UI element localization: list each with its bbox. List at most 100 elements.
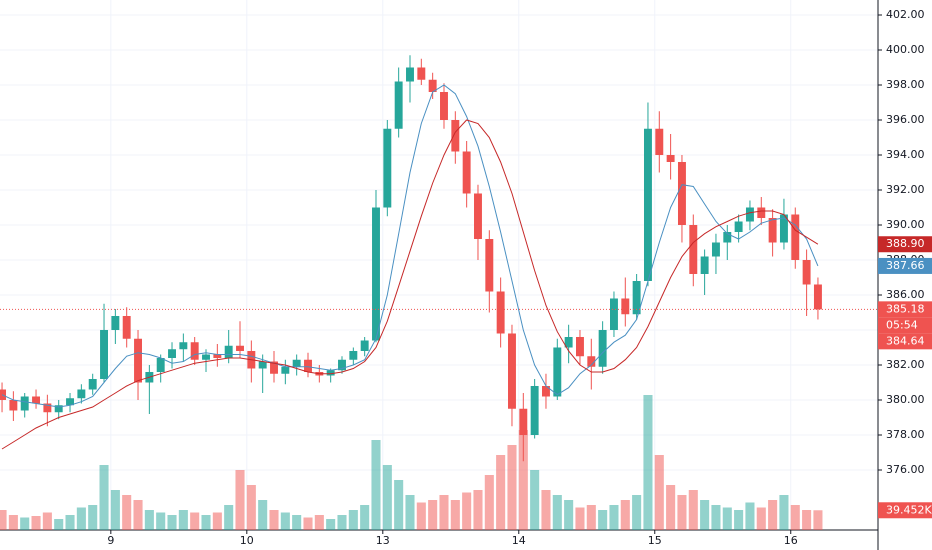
ma-last-label: 387.66	[886, 259, 925, 272]
x-tick-label: 14	[512, 534, 526, 547]
volume-bar	[144, 510, 154, 530]
y-tick-label: 380.00	[886, 393, 925, 406]
candle-body	[224, 345, 233, 358]
candle-body	[360, 340, 369, 351]
volume-bar	[235, 470, 245, 530]
candle-body	[122, 315, 131, 339]
volume-bar	[167, 515, 177, 530]
volume-bar	[20, 517, 30, 530]
candle-body	[134, 338, 142, 383]
candle-body	[156, 357, 165, 372]
volume-bar	[711, 505, 721, 530]
volume-bar	[643, 395, 653, 530]
volume-bar	[632, 495, 642, 530]
extra-price-label-box	[878, 333, 932, 350]
volume-bar	[450, 500, 460, 530]
volume-bar	[190, 512, 200, 530]
candle-body	[689, 224, 698, 274]
volume-bar	[382, 465, 392, 530]
volume-bar	[768, 500, 778, 530]
candle-body	[711, 242, 720, 257]
candle-body	[530, 385, 539, 435]
volume-bar	[360, 505, 370, 530]
y-tick-label: 386.00	[886, 288, 925, 301]
candle-body	[292, 359, 301, 367]
volume-bar	[201, 515, 211, 530]
volume-bar	[337, 515, 347, 530]
volume-bar	[246, 485, 256, 530]
volume-bar	[609, 505, 619, 530]
volume-last-label-box	[878, 502, 932, 519]
volume-bar	[314, 515, 324, 530]
candle-body	[677, 161, 686, 225]
candle-body	[406, 67, 414, 82]
candle-body	[394, 81, 403, 129]
volume-bar	[462, 492, 472, 530]
volume-bar	[133, 500, 143, 530]
extra-price-label: 384.64	[886, 334, 925, 347]
last-price-label: 385.18	[886, 302, 925, 315]
volume-bar	[394, 480, 404, 530]
candle-body	[519, 408, 528, 435]
volume-bar	[677, 495, 687, 530]
volume-bar	[518, 430, 528, 530]
y-tick-label: 382.00	[886, 358, 925, 371]
candle-body	[813, 284, 822, 310]
volume-bar	[31, 516, 41, 530]
candle-body	[20, 396, 29, 411]
candle-body	[621, 298, 630, 315]
volume-bar	[734, 510, 744, 530]
y-tick-label: 394.00	[886, 148, 925, 161]
countdown-label-box	[878, 317, 932, 334]
volume-bar	[688, 490, 698, 530]
volume-bar	[654, 455, 664, 530]
candle-body	[43, 403, 52, 413]
candle-body	[66, 398, 74, 406]
candle-body	[9, 399, 18, 411]
candle-body	[508, 333, 516, 409]
candle-body	[451, 119, 460, 152]
ma-line	[1, 119, 819, 450]
candle-body	[553, 347, 562, 397]
volume-bar	[0, 510, 7, 530]
candle-body	[542, 385, 550, 397]
volume-bar	[722, 507, 732, 530]
candle-body	[768, 217, 777, 243]
volume-bar	[779, 495, 789, 530]
x-tick-label: 9	[107, 534, 114, 547]
candle-body	[474, 193, 482, 239]
volume-bar	[598, 510, 608, 530]
candle-body	[643, 128, 652, 281]
candle-body	[587, 356, 596, 367]
y-tick-label: 376.00	[886, 463, 925, 476]
candle-body	[77, 389, 86, 399]
candle-body	[338, 359, 346, 371]
volume-bar	[269, 510, 279, 530]
volume-bar	[292, 515, 302, 530]
last-price-label-box	[878, 301, 932, 318]
candle-body	[349, 350, 358, 360]
candle-body	[655, 128, 664, 155]
volume-bar	[756, 507, 766, 530]
volume-bar	[178, 510, 188, 530]
candle-body	[372, 207, 380, 341]
y-tick-label: 398.00	[886, 78, 925, 91]
candle-body	[202, 354, 210, 360]
candle-body	[417, 67, 426, 80]
volume-bar	[65, 515, 75, 530]
candle-body	[779, 214, 788, 243]
volume-bar	[552, 495, 562, 530]
candle-body	[428, 79, 437, 92]
volume-bar	[507, 445, 517, 530]
volume-bar	[790, 505, 800, 530]
volume-bar	[76, 507, 86, 530]
volume-bar	[813, 510, 823, 530]
volume-bar	[303, 517, 313, 530]
candle-body	[745, 207, 754, 222]
candle-body	[564, 336, 573, 348]
candle-body	[440, 91, 448, 120]
y-tick-label: 402.00	[886, 8, 925, 21]
volume-bar	[586, 505, 596, 530]
volume-bar	[416, 502, 426, 530]
